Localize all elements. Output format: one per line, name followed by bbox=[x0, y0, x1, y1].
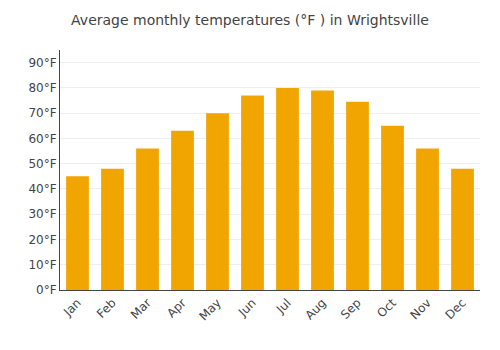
svg-text:Aug: Aug bbox=[302, 296, 328, 322]
svg-text:70°F: 70°F bbox=[28, 106, 56, 120]
svg-text:Mar: Mar bbox=[128, 296, 154, 322]
svg-text:Feb: Feb bbox=[94, 296, 119, 321]
svg-text:Oct: Oct bbox=[374, 296, 399, 321]
svg-text:May: May bbox=[196, 296, 223, 323]
svg-text:Jan: Jan bbox=[60, 296, 84, 320]
svg-text:Apr: Apr bbox=[164, 296, 189, 321]
svg-text:90°F: 90°F bbox=[28, 56, 56, 70]
svg-text:Dec: Dec bbox=[443, 296, 469, 322]
svg-text:Sep: Sep bbox=[338, 296, 364, 322]
svg-text:Jul: Jul bbox=[273, 296, 294, 317]
svg-text:60°F: 60°F bbox=[28, 132, 56, 146]
svg-text:80°F: 80°F bbox=[28, 81, 56, 95]
svg-text:Jun: Jun bbox=[235, 296, 259, 320]
svg-text:10°F: 10°F bbox=[28, 258, 56, 272]
svg-text:0°F: 0°F bbox=[36, 283, 57, 297]
svg-text:40°F: 40°F bbox=[28, 182, 56, 196]
svg-text:20°F: 20°F bbox=[28, 233, 56, 247]
svg-text:50°F: 50°F bbox=[28, 157, 56, 171]
svg-text:Nov: Nov bbox=[407, 296, 433, 322]
svg-text:Average monthly temperatures (: Average monthly temperatures (°F ) in Wr… bbox=[71, 12, 429, 28]
svg-text:30°F: 30°F bbox=[28, 207, 56, 221]
